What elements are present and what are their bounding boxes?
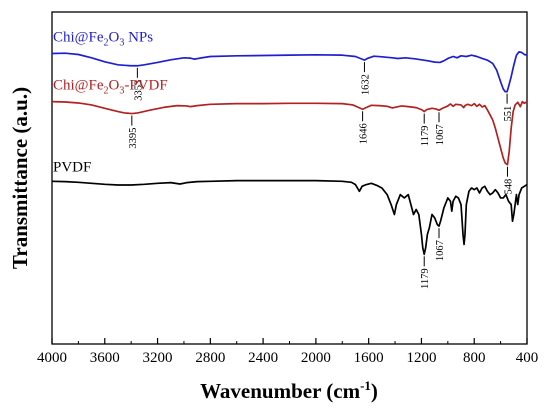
peak-label-7: 548: [504, 179, 515, 195]
series-label-2: PVDF: [53, 159, 91, 175]
x-axis-title-sup: -1: [360, 378, 371, 393]
peak-label-5: 1179: [420, 126, 431, 147]
series-label-0: Chi@Fe2O3 NPs: [53, 30, 153, 49]
x-tick-label-9: 400: [516, 350, 539, 366]
x-tick-label-8: 800: [463, 350, 486, 366]
x-axis-ticks: 4000 3600 3200 2800 2400 2000 1600 1200 800 400: [37, 338, 538, 366]
peak-label-1: 1632: [360, 74, 371, 95]
series-label-1: Chi@Fe2O3-PVDF: [53, 78, 168, 97]
series-label-layer: Chi@Fe2O3 NPs Chi@Fe2O3-PVDF PVDF: [53, 30, 168, 176]
plot-frame: [51, 11, 528, 345]
peak-label-2: 551: [503, 106, 514, 122]
x-axis-title-close: ): [371, 379, 378, 403]
x-tick-label-5: 2000: [301, 350, 331, 366]
x-tick-label-7: 1200: [406, 350, 436, 366]
x-tick-label-6: 1600: [354, 350, 384, 366]
peak-label-3: 3395: [128, 128, 139, 149]
x-axis-title: Wavenumber (cm-1): [200, 378, 378, 403]
series-line-2: [51, 179, 528, 256]
series-line-0: [51, 50, 528, 93]
x-tick-label-4: 2400: [248, 350, 278, 366]
series-layer: [51, 50, 528, 256]
peak-label-9: 1067: [435, 240, 446, 261]
peak-label-4: 1646: [359, 123, 370, 144]
peak-label-6: 1067: [435, 124, 446, 145]
x-tick-label-2: 3200: [143, 350, 173, 366]
annotation-layer: 3353 1632 551 3395 1646 1179 1067 548 1179 1067: [128, 62, 515, 289]
x-tick-label-1: 3600: [90, 350, 120, 366]
x-tick-label-3: 2800: [195, 350, 225, 366]
x-tick-label-0: 4000: [37, 350, 67, 366]
peak-label-8: 1179: [420, 268, 431, 289]
y-axis-title: Transmittance (a.u.): [8, 87, 32, 269]
x-axis-title-main: Wavenumber (cm: [200, 379, 361, 403]
peak-label-0: 3353: [133, 80, 144, 101]
series-line-1: [51, 100, 528, 166]
